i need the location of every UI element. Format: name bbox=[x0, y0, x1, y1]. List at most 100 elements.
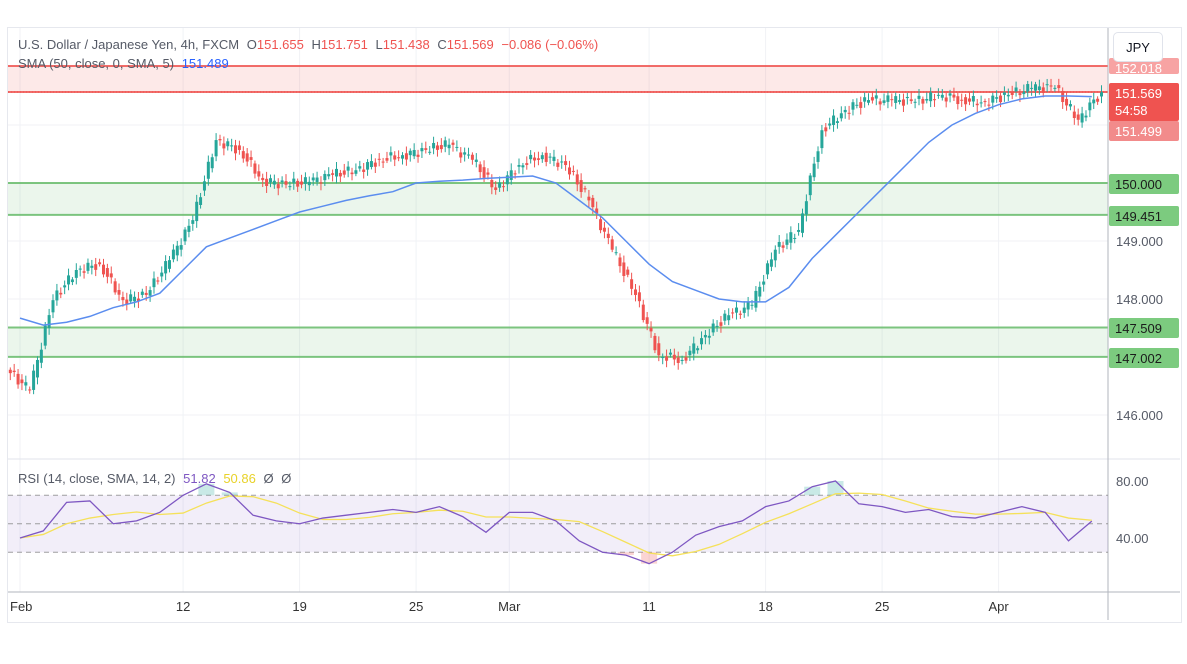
candle bbox=[498, 176, 502, 192]
candle bbox=[890, 93, 894, 107]
support-zone bbox=[8, 183, 1108, 215]
candle-body bbox=[571, 170, 575, 172]
rsi-label[interactable]: RSI (14, close, SMA, 14, 2) bbox=[18, 471, 176, 486]
candle-body bbox=[168, 260, 171, 269]
candle bbox=[401, 152, 404, 165]
symbol-title[interactable]: U.S. Dollar / Japanese Yen, 4h, FXCM bbox=[18, 37, 240, 52]
time-tick: Feb bbox=[10, 599, 32, 614]
candle bbox=[408, 148, 412, 162]
candle-body bbox=[936, 94, 940, 96]
candle-body bbox=[742, 307, 746, 313]
candle-body bbox=[490, 179, 494, 188]
candle-body bbox=[432, 142, 436, 149]
candle-body bbox=[288, 186, 292, 188]
candle bbox=[420, 142, 424, 158]
candle-body bbox=[533, 157, 537, 161]
candle bbox=[797, 223, 801, 236]
candle-body bbox=[738, 313, 742, 315]
candle-body bbox=[711, 323, 715, 333]
price-tick: 146.000 bbox=[1116, 408, 1163, 423]
sma-price-label-bg bbox=[1109, 121, 1179, 141]
candle bbox=[967, 91, 971, 106]
candle-body bbox=[412, 150, 416, 157]
candle-body bbox=[940, 94, 944, 98]
candle-body bbox=[377, 158, 381, 160]
candle-body bbox=[35, 359, 39, 378]
candle bbox=[540, 152, 544, 163]
candle bbox=[350, 167, 354, 181]
candle-body bbox=[315, 177, 319, 182]
candle-body bbox=[125, 299, 129, 305]
candle-body bbox=[501, 186, 505, 188]
candle-body bbox=[121, 297, 125, 301]
candle-body bbox=[832, 115, 836, 125]
candle bbox=[715, 320, 719, 332]
candle-body bbox=[74, 270, 78, 278]
candle-body bbox=[102, 264, 105, 275]
candle-body bbox=[637, 292, 641, 302]
candle bbox=[599, 214, 603, 234]
candle-body bbox=[933, 99, 937, 101]
candle-body bbox=[346, 166, 350, 171]
candle-body bbox=[1088, 102, 1092, 111]
candle bbox=[734, 300, 738, 320]
resistance-zone bbox=[8, 65, 1108, 92]
candle-body bbox=[16, 373, 20, 385]
candle-body bbox=[226, 141, 230, 147]
candle bbox=[16, 369, 20, 389]
candle-body bbox=[136, 298, 140, 302]
sma-label[interactable]: SMA (50, close, 0, SMA, 5) bbox=[18, 56, 175, 71]
candle-body bbox=[389, 152, 393, 156]
candle bbox=[191, 215, 195, 231]
candle-body bbox=[649, 327, 653, 332]
candle bbox=[323, 170, 327, 186]
candle bbox=[762, 274, 766, 292]
time-tick: 25 bbox=[875, 599, 889, 614]
candle bbox=[696, 345, 700, 354]
candle bbox=[148, 286, 152, 302]
candle-body bbox=[86, 262, 90, 271]
candle-body bbox=[59, 292, 63, 295]
candle bbox=[362, 163, 366, 179]
zone1-bottom-label: 149.451 bbox=[1109, 206, 1179, 226]
sma-value: 151.489 bbox=[181, 56, 229, 71]
candle bbox=[253, 160, 257, 179]
candle-body bbox=[622, 262, 626, 276]
candle-body bbox=[51, 300, 55, 313]
candle-body bbox=[292, 178, 296, 183]
candle-body bbox=[964, 97, 968, 105]
candle-body bbox=[362, 169, 366, 172]
zone2-top-label: 147.509 bbox=[1109, 318, 1179, 338]
candle-body bbox=[882, 100, 886, 103]
candle bbox=[971, 90, 975, 107]
currency-button[interactable]: JPY bbox=[1113, 32, 1163, 62]
candle bbox=[257, 164, 261, 181]
candle bbox=[1076, 108, 1080, 126]
candle bbox=[723, 310, 727, 325]
candle bbox=[424, 141, 428, 154]
candle bbox=[199, 192, 203, 209]
candle-body bbox=[762, 281, 766, 285]
candle bbox=[1014, 81, 1018, 97]
candle bbox=[90, 259, 94, 275]
candle bbox=[1034, 81, 1037, 98]
candle-body bbox=[272, 180, 276, 185]
candle-body bbox=[428, 151, 432, 153]
candle bbox=[556, 158, 560, 171]
candle bbox=[1026, 80, 1030, 97]
candle-body bbox=[90, 265, 94, 268]
candle bbox=[67, 268, 71, 291]
candle-body bbox=[991, 95, 995, 103]
candle-body bbox=[474, 159, 478, 162]
candle bbox=[113, 278, 117, 295]
candle-body bbox=[839, 113, 843, 119]
candle bbox=[505, 171, 509, 192]
candle-body bbox=[416, 154, 420, 157]
candle-body bbox=[750, 304, 754, 306]
candle bbox=[59, 287, 63, 299]
candle bbox=[874, 88, 878, 106]
candle bbox=[738, 310, 742, 319]
candle-body bbox=[249, 157, 253, 160]
candle-body bbox=[459, 152, 463, 158]
